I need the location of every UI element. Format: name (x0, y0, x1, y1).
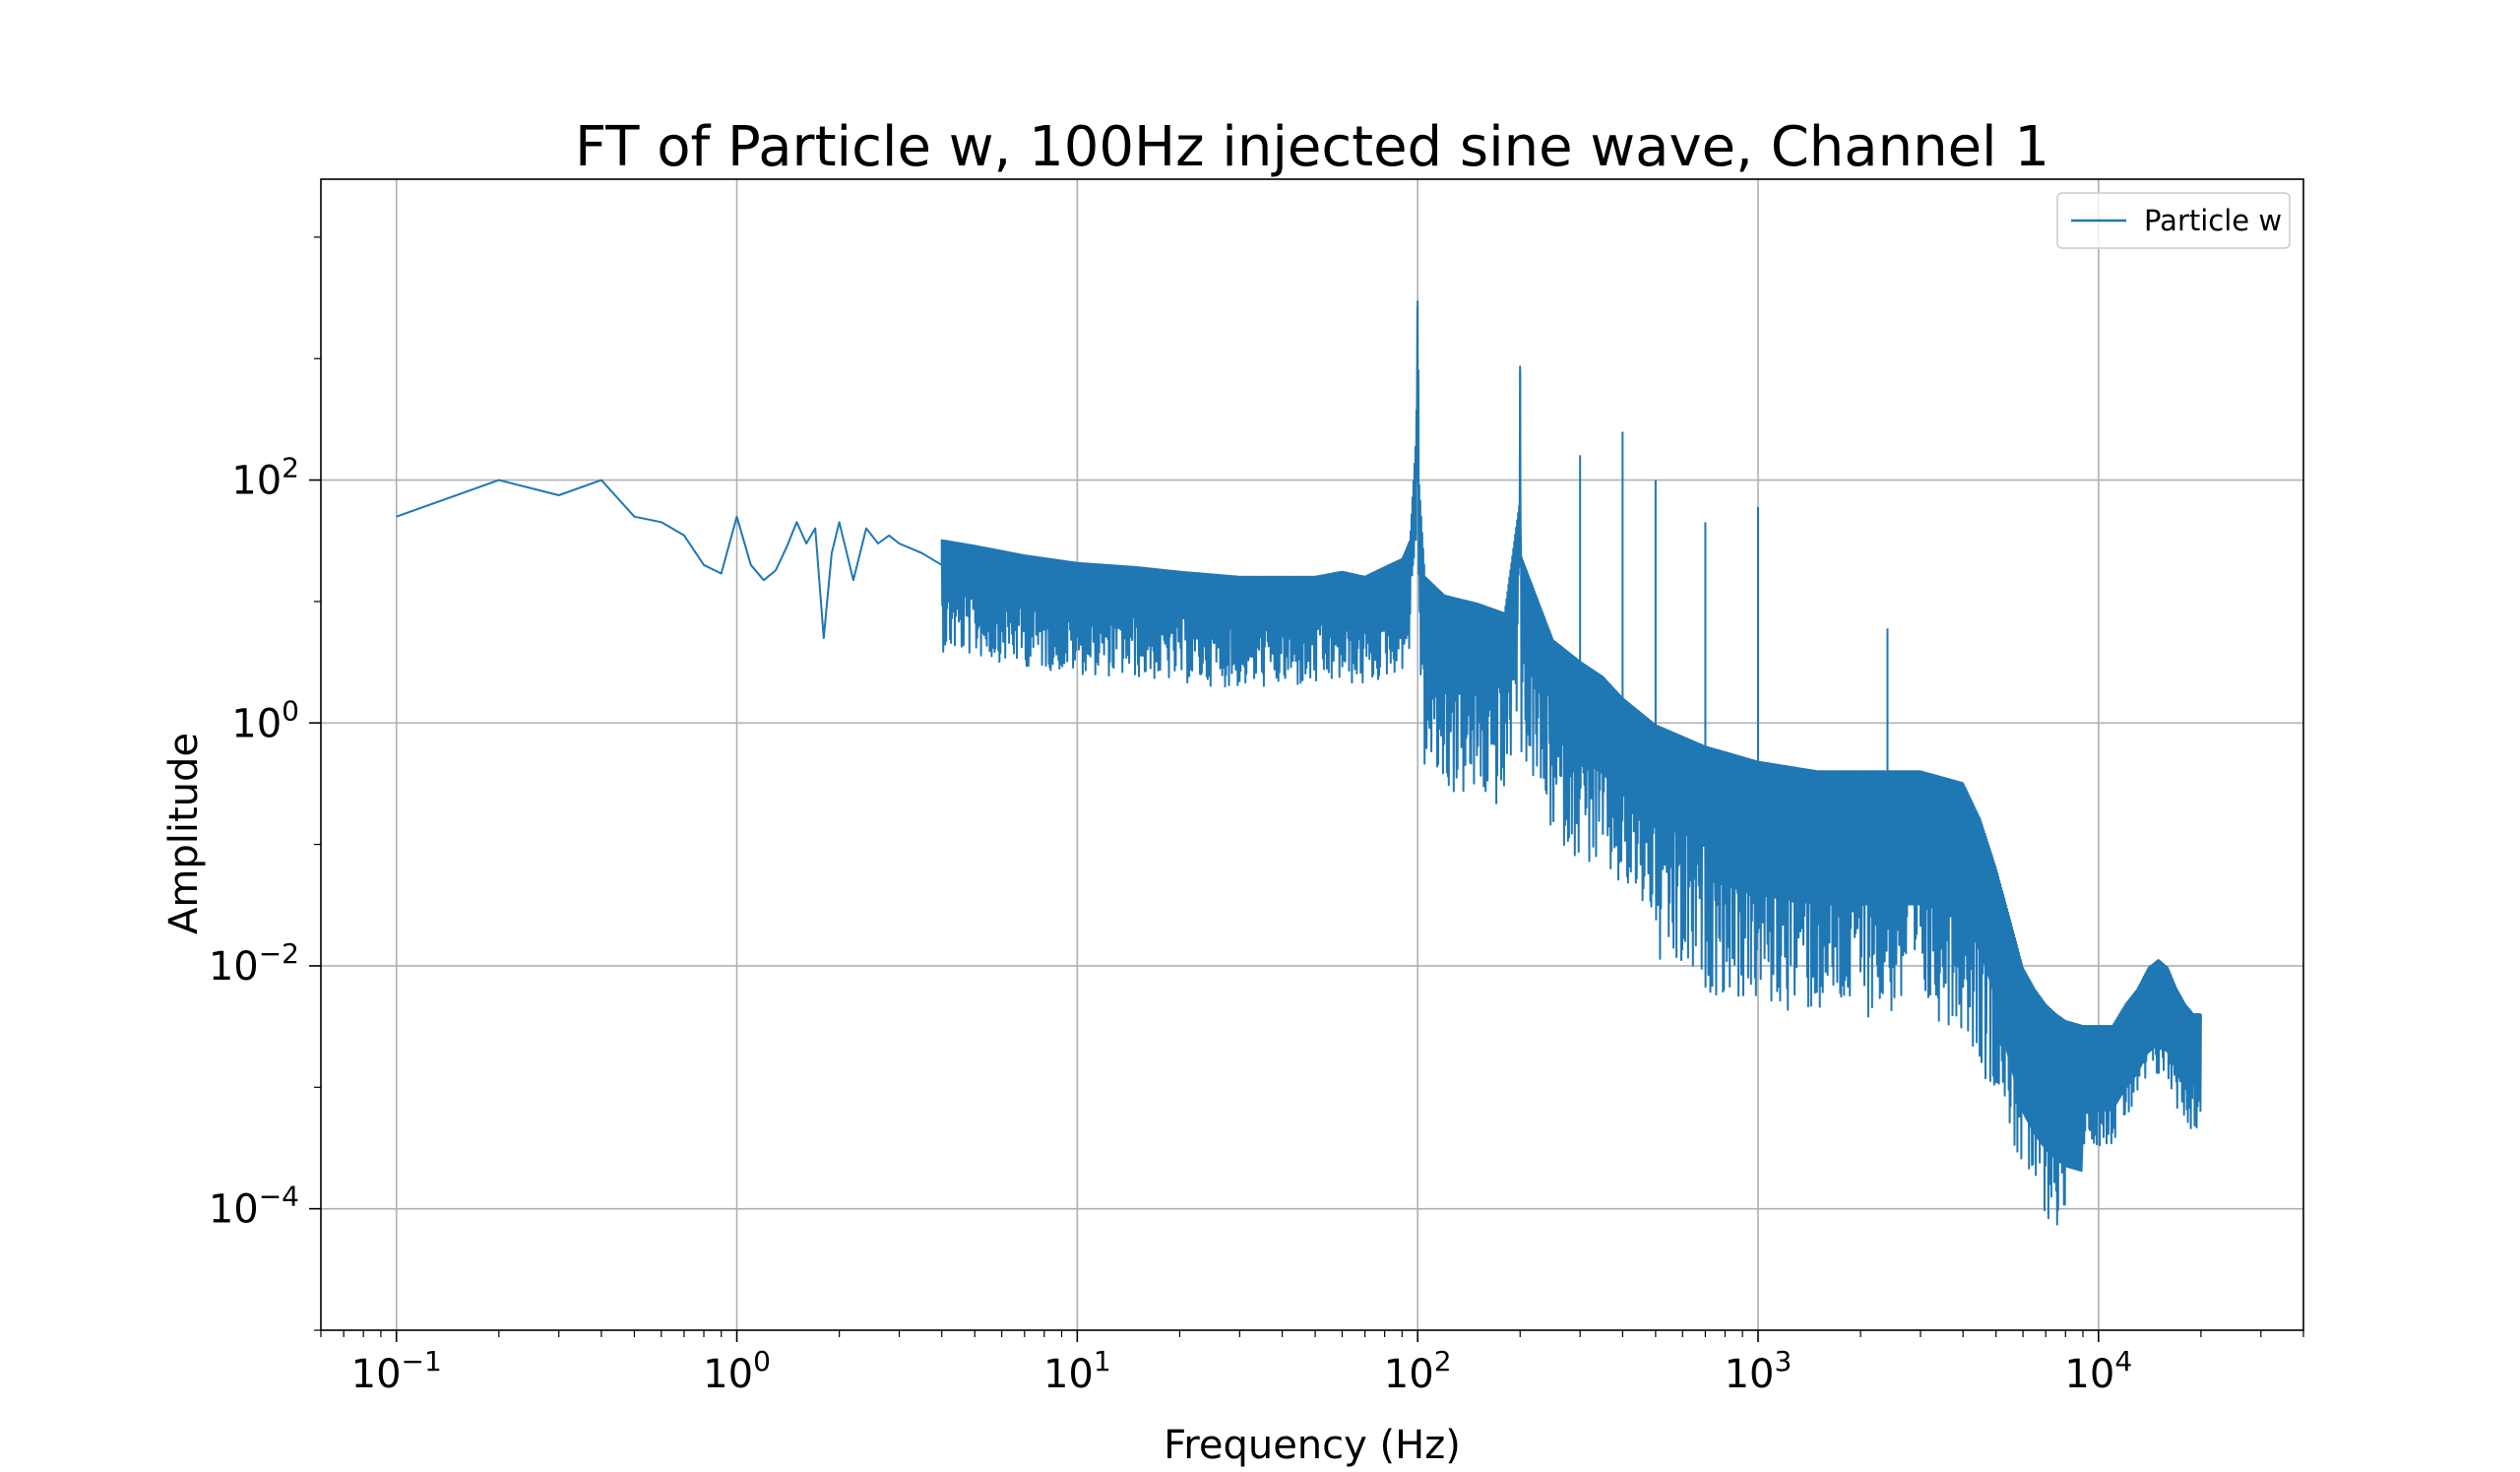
series-lines (396, 300, 2202, 1226)
legend-box (2056, 192, 2291, 249)
series-line-particle-w (396, 306, 2202, 1226)
y-axis-title: Amplitude (161, 733, 207, 934)
legend-label-particle-w: Particle w (2144, 204, 2282, 237)
legend: Particle w (2056, 192, 2291, 249)
axis-ticks: 10−1 100 101 102 103 104 10−4 10−2 100 102 (209, 236, 2304, 1397)
x-tick-label: 100 (703, 1345, 771, 1397)
y-tick-label: 100 (231, 694, 299, 746)
x-axis-title: Frequency (Hz) (1164, 1423, 1461, 1468)
plot-frame (320, 178, 2304, 1331)
grid-lines (321, 179, 2303, 1330)
y-tick-label: 102 (231, 452, 299, 504)
x-tick-label: 101 (1043, 1345, 1111, 1397)
x-tick-label: 10−1 (351, 1345, 442, 1397)
x-tick-label: 102 (1384, 1345, 1452, 1397)
x-tick-label: 104 (2064, 1345, 2132, 1397)
chart-title: FT of Particle w, 100Hz injected sine wa… (575, 115, 2049, 179)
y-tick-label: 10−4 (209, 1181, 299, 1233)
x-tick-label: 103 (1725, 1345, 1793, 1397)
y-tick-label: 10−2 (209, 937, 299, 990)
